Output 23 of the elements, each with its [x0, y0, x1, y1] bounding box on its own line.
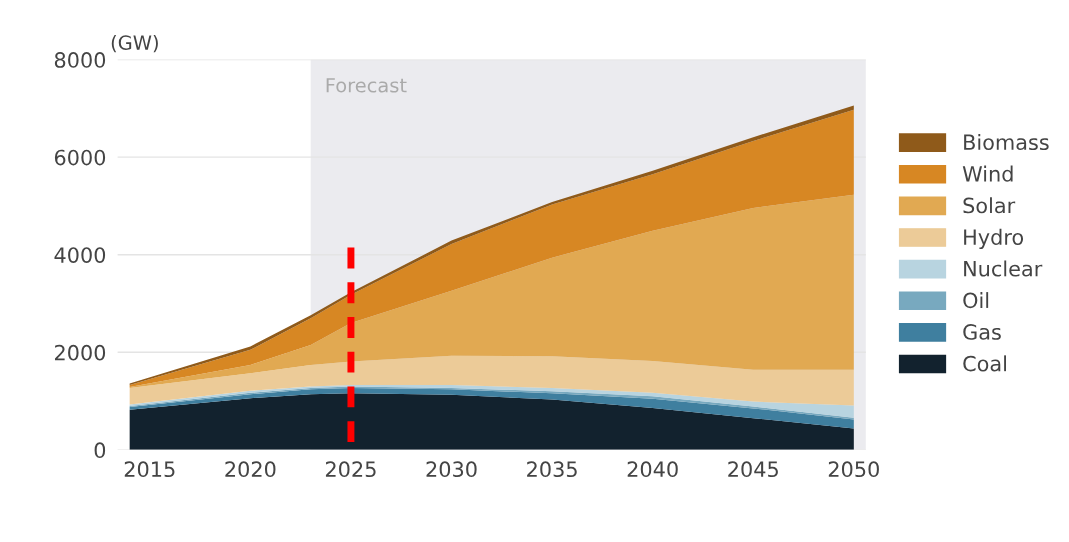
- legend-label: Biomass: [964, 133, 1049, 151]
- y-tick-label: 0: [94, 442, 106, 459]
- legend-label: Oil: [963, 292, 989, 309]
- x-tick-label: 2035: [527, 461, 577, 478]
- y-tick-label: 6000: [54, 149, 106, 166]
- x-tick-label: 2030: [426, 461, 477, 478]
- x-tick-label: 2025: [325, 461, 376, 478]
- band-label: Forecast: [326, 78, 407, 93]
- x-tick-label: 2040: [627, 461, 678, 478]
- x-tick-label: 2045: [728, 461, 778, 478]
- legend-label: Nuclear: [964, 260, 1043, 277]
- legend-label: Hydro: [964, 228, 1024, 250]
- x-tick-label: 2020: [225, 461, 276, 478]
- legend-label: Wind: [962, 165, 1013, 182]
- legend-label: Coal: [963, 355, 1006, 372]
- y-tick-label: 4000: [54, 247, 106, 263]
- legend-label: Solar: [963, 197, 1016, 214]
- x-tick-label: 2015: [124, 461, 175, 478]
- y-axis-title: (GW): [111, 34, 158, 53]
- y-tick-label: 8000: [54, 52, 106, 68]
- x-tick-label: 2050: [828, 461, 879, 478]
- y-tick-label: 2000: [54, 344, 106, 361]
- legend-label: Gas: [963, 324, 1001, 340]
